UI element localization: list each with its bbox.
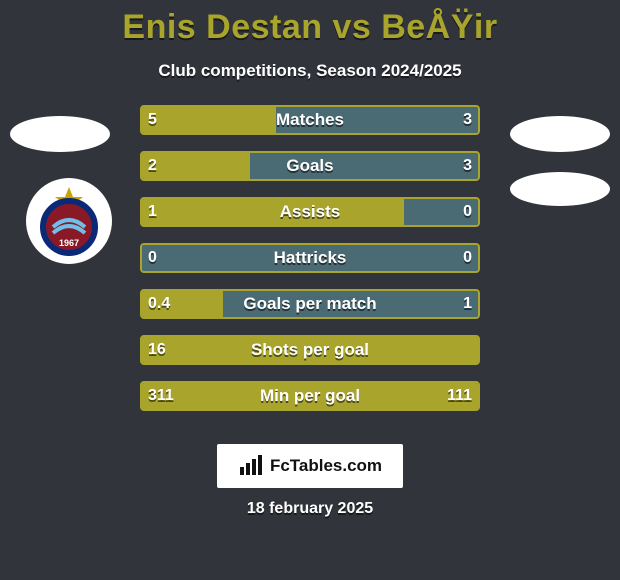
stat-row: Matches53 [0,105,620,135]
bar-left [142,291,223,317]
brand-chart-icon [238,455,264,477]
bar-left [142,153,250,179]
bar-track [140,105,480,135]
bar-track [140,381,480,411]
stat-row: Min per goal311111 [0,381,620,411]
stat-row: Goals23 [0,151,620,181]
stat-row: Assists10 [0,197,620,227]
bar-track [140,243,480,273]
page-subtitle: Club competitions, Season 2024/2025 [0,61,620,81]
bar-left [142,199,404,225]
brand-badge: FcTables.com [217,444,403,488]
stat-row: Shots per goal16 [0,335,620,365]
bar-left [142,337,478,363]
bar-track [140,289,480,319]
footer-date: 18 february 2025 [0,500,620,518]
stat-row: Hattricks00 [0,243,620,273]
bar-track [140,151,480,181]
bar-left [142,383,478,409]
bar-track [140,197,480,227]
brand-text: FcTables.com [270,456,382,476]
page-title: Enis Destan vs BeÅŸir [0,0,620,47]
bar-left [142,107,276,133]
bar-track [140,335,480,365]
stat-row: Goals per match0.41 [0,289,620,319]
comparison-chart: Matches53 Goals23 Assists10 Hattricks00 Goal… [0,105,620,411]
